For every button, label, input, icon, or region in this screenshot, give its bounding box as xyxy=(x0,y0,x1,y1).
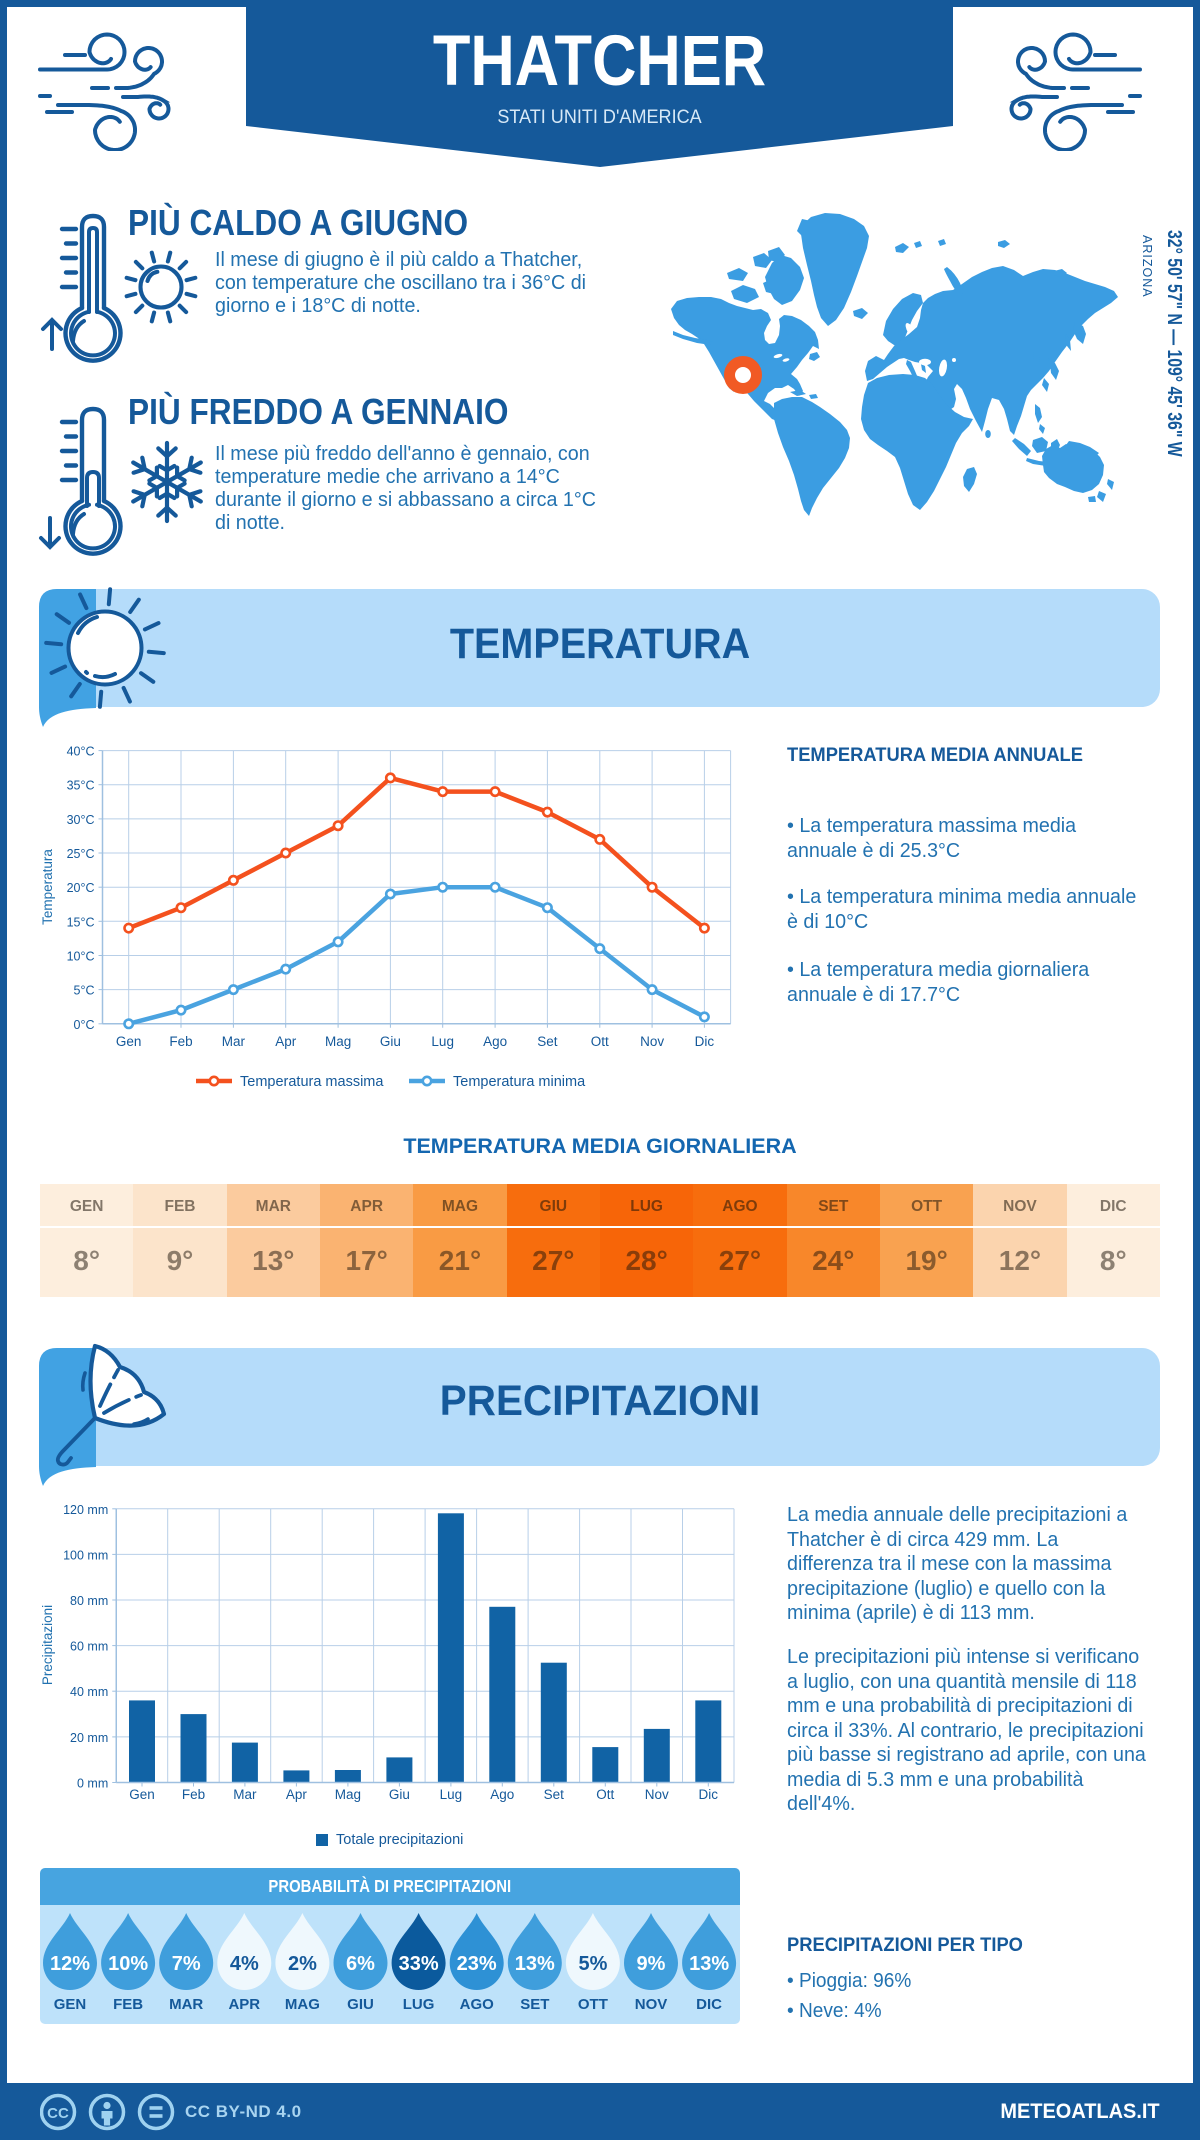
svg-text:Precipitazioni: Precipitazioni xyxy=(40,1605,55,1685)
svg-text:DIC: DIC xyxy=(696,1996,722,2013)
svg-text:GIU: GIU xyxy=(347,1996,374,2013)
svg-text:Temperatura massima: Temperatura massima xyxy=(240,1074,384,1090)
svg-text:80 mm: 80 mm xyxy=(70,1594,108,1608)
svg-text:Totale precipitazioni: Totale precipitazioni xyxy=(336,1832,463,1848)
svg-text:20 mm: 20 mm xyxy=(70,1731,108,1745)
svg-text:Nov: Nov xyxy=(645,1787,669,1802)
svg-text:Set: Set xyxy=(537,1034,558,1049)
svg-text:Gen: Gen xyxy=(129,1787,155,1802)
svg-text:NOV: NOV xyxy=(635,1996,668,2013)
svg-text:OTT: OTT xyxy=(578,1996,608,2013)
svg-text:12%: 12% xyxy=(50,1953,90,1975)
svg-text:120 mm: 120 mm xyxy=(63,1503,108,1517)
svg-text:Feb: Feb xyxy=(182,1787,205,1802)
svg-text:40°C: 40°C xyxy=(67,745,95,759)
svg-text:35°C: 35°C xyxy=(67,779,95,793)
svg-text:13%: 13% xyxy=(689,1953,729,1975)
svg-text:Ott: Ott xyxy=(596,1787,614,1802)
svg-text:MAG: MAG xyxy=(285,1996,320,2013)
svg-text:Giu: Giu xyxy=(380,1034,401,1049)
svg-text:Apr: Apr xyxy=(275,1034,297,1049)
svg-text:APR: APR xyxy=(228,1996,260,2013)
svg-text:Ago: Ago xyxy=(490,1787,514,1802)
svg-text:23%: 23% xyxy=(457,1953,497,1975)
svg-text:60 mm: 60 mm xyxy=(70,1640,108,1654)
svg-text:AGO: AGO xyxy=(460,1996,495,2013)
svg-text:CC: CC xyxy=(47,2105,69,2122)
svg-text:Dic: Dic xyxy=(695,1034,715,1049)
svg-text:100 mm: 100 mm xyxy=(63,1548,108,1562)
svg-text:GEN: GEN xyxy=(54,1996,87,2013)
svg-text:Feb: Feb xyxy=(169,1034,192,1049)
svg-text:Ott: Ott xyxy=(591,1034,609,1049)
svg-text:Giu: Giu xyxy=(389,1787,410,1802)
svg-text:5°C: 5°C xyxy=(74,984,95,998)
svg-text:20°C: 20°C xyxy=(67,881,95,895)
svg-text:25°C: 25°C xyxy=(67,847,95,861)
svg-text:30°C: 30°C xyxy=(67,813,95,827)
svg-text:40 mm: 40 mm xyxy=(70,1685,108,1699)
svg-text:Mar: Mar xyxy=(222,1034,246,1049)
svg-text:Mar: Mar xyxy=(233,1787,257,1802)
svg-text:0 mm: 0 mm xyxy=(77,1777,108,1791)
svg-text:FEB: FEB xyxy=(113,1996,143,2013)
svg-text:7%: 7% xyxy=(172,1953,201,1975)
svg-text:MAR: MAR xyxy=(169,1996,203,2013)
svg-text:13%: 13% xyxy=(515,1953,555,1975)
svg-text:15°C: 15°C xyxy=(67,915,95,929)
svg-text:5%: 5% xyxy=(578,1953,607,1975)
svg-text:Ago: Ago xyxy=(483,1034,507,1049)
svg-text:10%: 10% xyxy=(108,1953,148,1975)
svg-text:33%: 33% xyxy=(399,1953,439,1975)
svg-text:0°C: 0°C xyxy=(74,1018,95,1032)
svg-text:4%: 4% xyxy=(230,1953,259,1975)
svg-text:LUG: LUG xyxy=(403,1996,435,2013)
svg-text:9%: 9% xyxy=(637,1953,666,1975)
svg-text:Temperatura minima: Temperatura minima xyxy=(453,1074,586,1090)
svg-text:SET: SET xyxy=(520,1996,549,2013)
svg-text:10°C: 10°C xyxy=(67,950,95,964)
svg-text:Apr: Apr xyxy=(286,1787,308,1802)
svg-text:6%: 6% xyxy=(346,1953,375,1975)
svg-text:Mag: Mag xyxy=(335,1787,361,1802)
svg-text:Temperatura: Temperatura xyxy=(40,849,55,925)
svg-text:Lug: Lug xyxy=(431,1034,454,1049)
svg-text:Gen: Gen xyxy=(116,1034,142,1049)
svg-text:2%: 2% xyxy=(288,1953,317,1975)
svg-text:Nov: Nov xyxy=(640,1034,664,1049)
svg-text:Set: Set xyxy=(544,1787,565,1802)
svg-text:Dic: Dic xyxy=(699,1787,719,1802)
svg-text:Lug: Lug xyxy=(440,1787,463,1802)
svg-text:Mag: Mag xyxy=(325,1034,351,1049)
